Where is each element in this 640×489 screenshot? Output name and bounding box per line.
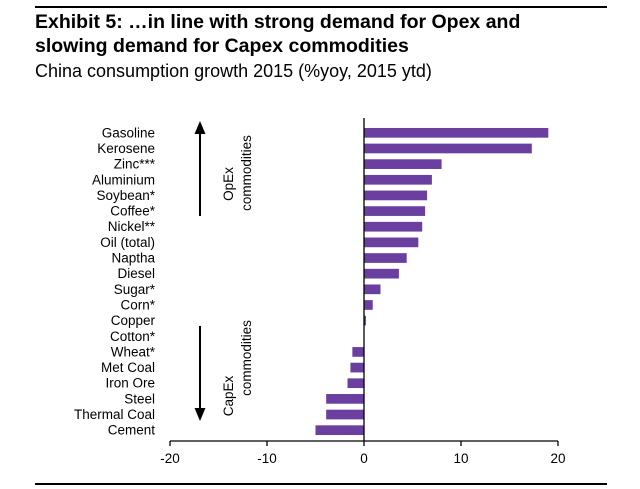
bar-oil-total — [364, 237, 419, 248]
bar-soybean — [364, 190, 428, 201]
bar-iron-ore — [347, 378, 364, 389]
opex-arrow-icon — [194, 121, 206, 134]
x-tick-label: -10 — [257, 451, 277, 466]
bar-gasoline — [364, 127, 549, 138]
category-label-corn: Corn* — [120, 297, 155, 312]
x-tick-label: 10 — [453, 451, 468, 466]
bar-copper — [364, 315, 366, 326]
category-label-cotton: Cotton* — [110, 329, 156, 344]
opex-label: OpEx — [221, 167, 236, 201]
category-label-met-coal: Met Coal — [101, 360, 155, 375]
capex-label: CapEx — [221, 375, 236, 416]
x-axis: -20 -10 0 10 20 — [160, 440, 566, 466]
category-label-sugar: Sugar* — [114, 282, 156, 297]
category-labels: GasolineKeroseneZinc***AluminiumSoybean*… — [74, 125, 156, 437]
bottom-rule — [35, 483, 607, 485]
category-label-gasoline: Gasoline — [102, 125, 155, 140]
category-label-aluminium: Aluminium — [92, 172, 155, 187]
capex-arrow-icon — [194, 408, 206, 421]
opex-commodities-label: commodities — [239, 135, 254, 211]
category-label-oil-total: Oil (total) — [100, 235, 155, 250]
bar-sugar — [364, 284, 381, 295]
chart-subtitle: China consumption growth 2015 (%yoy, 201… — [35, 61, 432, 81]
category-label-diesel: Diesel — [117, 266, 155, 281]
category-label-coffee: Coffee* — [110, 204, 156, 219]
bar-series — [315, 127, 549, 436]
bar-thermal-coal — [326, 409, 364, 420]
bar-naptha — [364, 253, 407, 263]
bar-kerosene — [364, 143, 532, 154]
category-label-thermal-coal: Thermal Coal — [74, 407, 155, 422]
bar-zinc — [364, 159, 442, 169]
bar-aluminium — [364, 174, 432, 185]
category-label-soybean: Soybean* — [96, 188, 155, 203]
x-tick-label: -20 — [160, 451, 180, 466]
x-tick-label: 0 — [360, 451, 368, 466]
bar-cement — [315, 425, 364, 436]
top-rule — [35, 6, 607, 8]
x-tick-label: 20 — [550, 451, 565, 466]
bar-steel — [326, 394, 364, 404]
category-label-zinc: Zinc*** — [114, 157, 156, 172]
bar-met-coal — [350, 362, 364, 373]
exhibit-title-line-1: Exhibit 5: …in line with strong demand f… — [35, 11, 521, 33]
category-label-naptha: Naptha — [111, 251, 155, 266]
category-label-cement: Cement — [108, 423, 156, 438]
bar-nickel — [364, 221, 423, 232]
exhibit-title-line-2: slowing demand for Capex commodities — [35, 35, 409, 57]
category-label-nickel: Nickel** — [108, 219, 156, 234]
category-label-iron-ore: Iron Ore — [105, 376, 155, 391]
bar-wheat — [352, 347, 364, 357]
bar-corn — [364, 300, 373, 310]
bar-coffee — [364, 206, 426, 216]
category-label-wheat: Wheat* — [111, 344, 156, 359]
category-label-copper: Copper — [111, 313, 156, 328]
capex-commodities-label: commodities — [239, 320, 254, 396]
bar-diesel — [364, 268, 399, 279]
category-label-steel: Steel — [124, 391, 155, 406]
category-label-kerosene: Kerosene — [97, 141, 155, 156]
